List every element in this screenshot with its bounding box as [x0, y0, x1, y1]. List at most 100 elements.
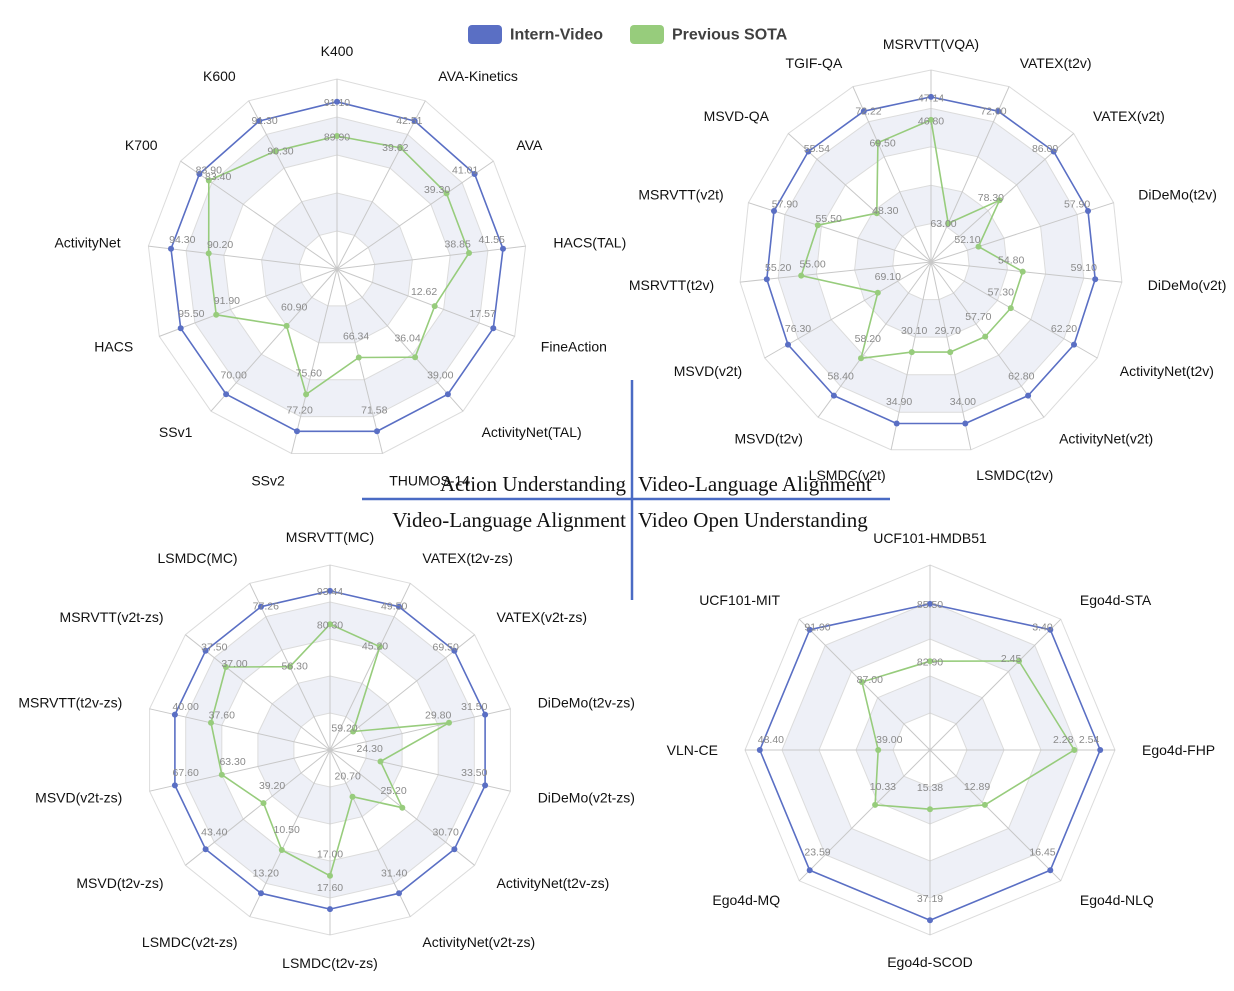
data-label-previous-sota: 82.90 [917, 656, 943, 668]
axis-spoke-msvd-qa [787, 133, 932, 263]
data-point-intern-video [962, 420, 969, 427]
data-point-intern-video [471, 171, 478, 177]
axis-label-k400: K400 [321, 43, 354, 59]
axis-label-ava-kinetics: AVA-Kinetics [438, 68, 518, 84]
data-point-intern-video [830, 392, 837, 399]
axis-label-didemo-v2t: DiDeMo(v2t) [1148, 277, 1227, 293]
data-point-intern-video [928, 93, 934, 100]
axis-spoke-ssv2 [291, 268, 338, 454]
data-point-intern-video [196, 171, 203, 177]
axis-label-lsmdc-t2v-zs: LSMDC(t2v-zs) [282, 955, 378, 971]
data-point-intern-video [785, 341, 791, 348]
data-label-intern-video: 40.00 [173, 701, 199, 713]
axis-label-thumos-14: THUMOS-14 [389, 473, 470, 489]
data-label-previous-sota: 12.89 [964, 781, 990, 793]
axis-spoke-activitynet-v2t [930, 261, 1045, 418]
legend-swatch-intern-video [468, 25, 502, 44]
axis-label-activitynet-t2v-zs: ActivityNet(t2v-zs) [497, 875, 610, 891]
data-label-previous-sota: 17.00 [317, 849, 343, 861]
axis-label-ssv2: SSv2 [251, 473, 285, 489]
axis-label-ego4d-nlq: Ego4d-NLQ [1080, 892, 1154, 908]
data-label-previous-sota: 58.20 [855, 333, 881, 345]
axis-spoke-fineaction [336, 268, 515, 337]
data-point-previous-sota [260, 800, 267, 807]
data-label-intern-video: 49.50 [381, 601, 407, 613]
axis-spoke-didemo-v2t-zs [329, 749, 511, 792]
data-label-intern-video: 48.40 [758, 734, 784, 746]
axis-spoke-msvd-v2t-zs [149, 749, 331, 792]
data-point-previous-sota [975, 243, 982, 250]
data-point-intern-video [258, 890, 264, 897]
data-label-intern-video: 62.20 [1051, 323, 1077, 335]
data-point-intern-video [927, 600, 933, 607]
data-label-intern-video: 57.90 [1064, 199, 1090, 211]
data-point-intern-video [451, 846, 458, 853]
axis-spoke-lsmdc-v2t-zs [249, 749, 331, 917]
axis-spoke-activitynet-t2v [930, 261, 1098, 359]
axis-label-didemo-t2v-zs: DiDeMo(t2v-zs) [538, 695, 635, 711]
data-point-previous-sota [283, 322, 290, 329]
data-label-intern-video: 42.51 [396, 115, 422, 127]
data-label-previous-sota: 89.90 [324, 131, 350, 143]
data-point-previous-sota [205, 177, 212, 184]
axis-label-fineaction: FineAction [541, 338, 607, 354]
data-label-previous-sota: 63.00 [930, 218, 956, 230]
data-point-intern-video [327, 587, 333, 594]
data-point-previous-sota [927, 658, 933, 665]
data-point-intern-video [756, 747, 763, 753]
axis-label-lsmdc-v2t: LSMDC(v2t) [809, 467, 886, 483]
axis-spoke-vatex-t2v-zs [329, 583, 411, 751]
data-point-previous-sota [1071, 747, 1078, 753]
radar-chart-action-understanding: 91.10 42.51 41.01 41.55 17.57 39.00 71.58 77.20… [54, 43, 626, 489]
data-label-previous-sota: 30.10 [901, 325, 927, 337]
data-point-previous-sota [446, 719, 452, 726]
data-point-previous-sota [814, 222, 821, 229]
axis-spoke-activitynet-v2t-zs [329, 749, 411, 917]
axis-label-msrvtt-t2v-zs: MSRVTT(t2v-zs) [18, 695, 122, 711]
axis-label-didemo-v2t-zs: DiDeMo(v2t-zs) [538, 789, 635, 805]
series-line-intern-video [765, 96, 1096, 425]
axis-spoke-hacs [159, 268, 338, 337]
data-label-previous-sota: 57.30 [988, 286, 1014, 298]
axis-spoke-ava-kinetics [336, 100, 426, 270]
data-point-intern-video [500, 245, 506, 252]
data-label-previous-sota: 60.90 [281, 301, 307, 313]
data-point-intern-video [806, 867, 813, 874]
data-label-intern-video: 62.80 [1008, 370, 1034, 382]
data-point-previous-sota [205, 250, 212, 257]
data-label-previous-sota: 91.90 [214, 295, 240, 307]
data-point-previous-sota [286, 663, 293, 670]
data-label-intern-video: 69.50 [433, 642, 459, 654]
data-point-previous-sota [431, 303, 438, 310]
axis-label-ava: AVA [516, 137, 543, 153]
data-label-previous-sota: 10.33 [870, 781, 896, 793]
axis-label-lsmdc-mc: LSMDC(MC) [157, 550, 237, 566]
axis-spoke-ssv1 [210, 268, 338, 412]
axis-label-vatex-v2t-zs: VATEX(v2t-zs) [497, 609, 588, 625]
data-point-intern-video [396, 603, 402, 610]
axis-label-vatex-v2t: VATEX(v2t) [1093, 108, 1165, 124]
axis-spoke-ava [336, 160, 494, 270]
data-label-intern-video: 57.90 [772, 199, 798, 211]
data-point-previous-sota [443, 190, 450, 197]
data-point-intern-video [893, 420, 900, 427]
data-label-intern-video: 77.26 [253, 601, 279, 613]
data-label-previous-sota: 39.30 [424, 184, 450, 196]
data-label-intern-video: 37.50 [201, 642, 227, 654]
data-label-previous-sota: 37.60 [209, 709, 235, 721]
data-label-previous-sota: 52.10 [954, 234, 980, 246]
data-point-previous-sota [874, 139, 881, 146]
data-label-intern-video: 41.55 [479, 234, 505, 246]
data-point-previous-sota [798, 272, 805, 279]
data-point-intern-video [1050, 148, 1057, 155]
data-point-intern-video [995, 108, 1002, 115]
axis-spoke-tgif-qa [852, 86, 932, 263]
data-point-previous-sota [859, 679, 865, 685]
axis-label-vatex-t2v: VATEX(t2v) [1020, 55, 1092, 71]
data-label-previous-sota: 66.34 [343, 331, 369, 343]
axis-spoke-vatex-v2t [930, 133, 1075, 263]
data-point-intern-video [1047, 626, 1054, 633]
data-point-intern-video [396, 890, 402, 897]
data-point-previous-sota [327, 872, 333, 879]
data-label-previous-sota: 39.00 [876, 734, 902, 746]
